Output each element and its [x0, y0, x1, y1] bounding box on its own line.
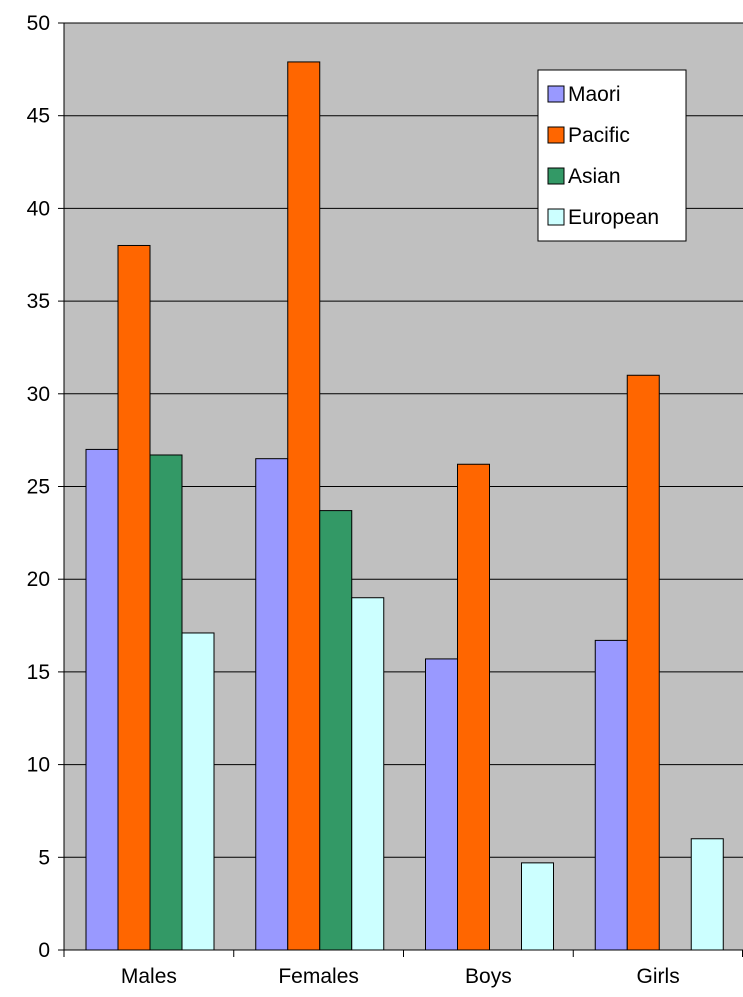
legend-swatch-european	[547, 208, 565, 226]
x-axis-ticks: Males Females Boys Girls	[63, 950, 743, 988]
legend-label-european: European	[568, 206, 659, 229]
legend: Maori Pacific Asian European	[537, 69, 687, 242]
y-tick-label: 50	[27, 12, 50, 35]
bars	[85, 61, 724, 951]
bar-pacific-males	[117, 244, 151, 951]
y-tick-label: 30	[27, 383, 50, 406]
x-tick-label: Females	[278, 965, 359, 988]
x-tick-label: Males	[121, 965, 177, 988]
bar-pacific-females	[287, 61, 321, 951]
bar-maori-boys	[425, 658, 458, 951]
legend-label-asian: Asian	[568, 165, 621, 188]
x-tick-label: Girls	[637, 965, 680, 988]
bar-european-girls	[690, 838, 724, 951]
bar-maori-females	[255, 458, 289, 951]
legend-swatch-pacific	[547, 126, 565, 144]
bar-pacific-boys	[457, 463, 490, 951]
y-tick-label: 25	[27, 476, 50, 499]
legend-swatch-maori	[547, 85, 565, 103]
y-tick-label: 10	[27, 754, 50, 777]
y-tick-label: 5	[38, 846, 50, 869]
x-tick-label: Boys	[465, 965, 512, 988]
legend-label-maori: Maori	[568, 83, 621, 106]
legend-label-pacific: Pacific	[568, 124, 630, 147]
y-tick-label: 20	[27, 568, 50, 591]
bar-asian-females	[319, 510, 353, 951]
y-tick-label: 15	[27, 661, 50, 684]
y-axis-ticks: 0 5 10 15 20 25 30 35 40 45 50	[27, 12, 64, 962]
y-tick-label: 0	[38, 939, 50, 962]
y-tick-label: 45	[27, 105, 50, 128]
bar-european-boys	[521, 862, 554, 951]
y-tick-label: 35	[27, 290, 50, 313]
legend-swatch-asian	[547, 167, 565, 185]
bar-pacific-girls	[626, 374, 660, 951]
bar-asian-males	[149, 454, 183, 951]
bar-maori-males	[85, 448, 119, 951]
y-tick-label: 40	[27, 197, 50, 220]
bar-european-females	[351, 597, 385, 951]
bar-maori-girls	[594, 639, 628, 951]
bar-european-males	[181, 632, 215, 951]
